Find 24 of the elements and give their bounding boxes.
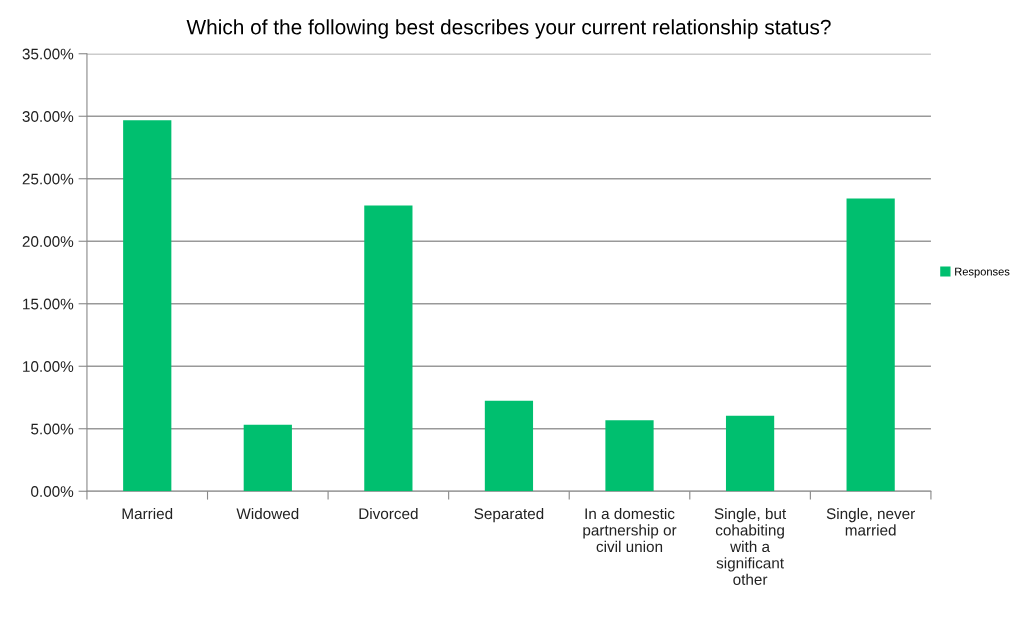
x-tick-label: Divorced [359,507,418,520]
y-tick-label: 10.00% [23,361,74,372]
x-tick-label: Single, never married [826,507,915,536]
x-tick-label: Married [122,507,173,520]
bar [605,420,654,492]
x-tick-label: Widowed [236,507,299,520]
y-tick-label: 25.00% [22,173,74,185]
y-tick-label: 20.00% [22,236,74,247]
bar [846,198,895,492]
x-tick-label: Single, but cohabiting with a significant other [714,507,787,585]
y-tick-label: 0.00% [31,486,74,497]
chart-title: Which of the following best describes your current relationship status? [186,19,831,39]
bar [725,415,775,492]
x-tick-label: In a domestic partnership or civil union [583,507,677,553]
y-tick-label: 30.00% [22,111,74,122]
bar [484,400,534,492]
bar [243,424,292,492]
y-tick-label: 35.00% [22,48,74,60]
y-tick-label: 15.00% [23,298,74,310]
bar [123,120,172,492]
y-tick-label: 5.00% [31,423,74,435]
legend-label: Responses [955,267,1010,278]
x-tick-label: Separated [474,507,544,523]
bar [364,205,413,492]
